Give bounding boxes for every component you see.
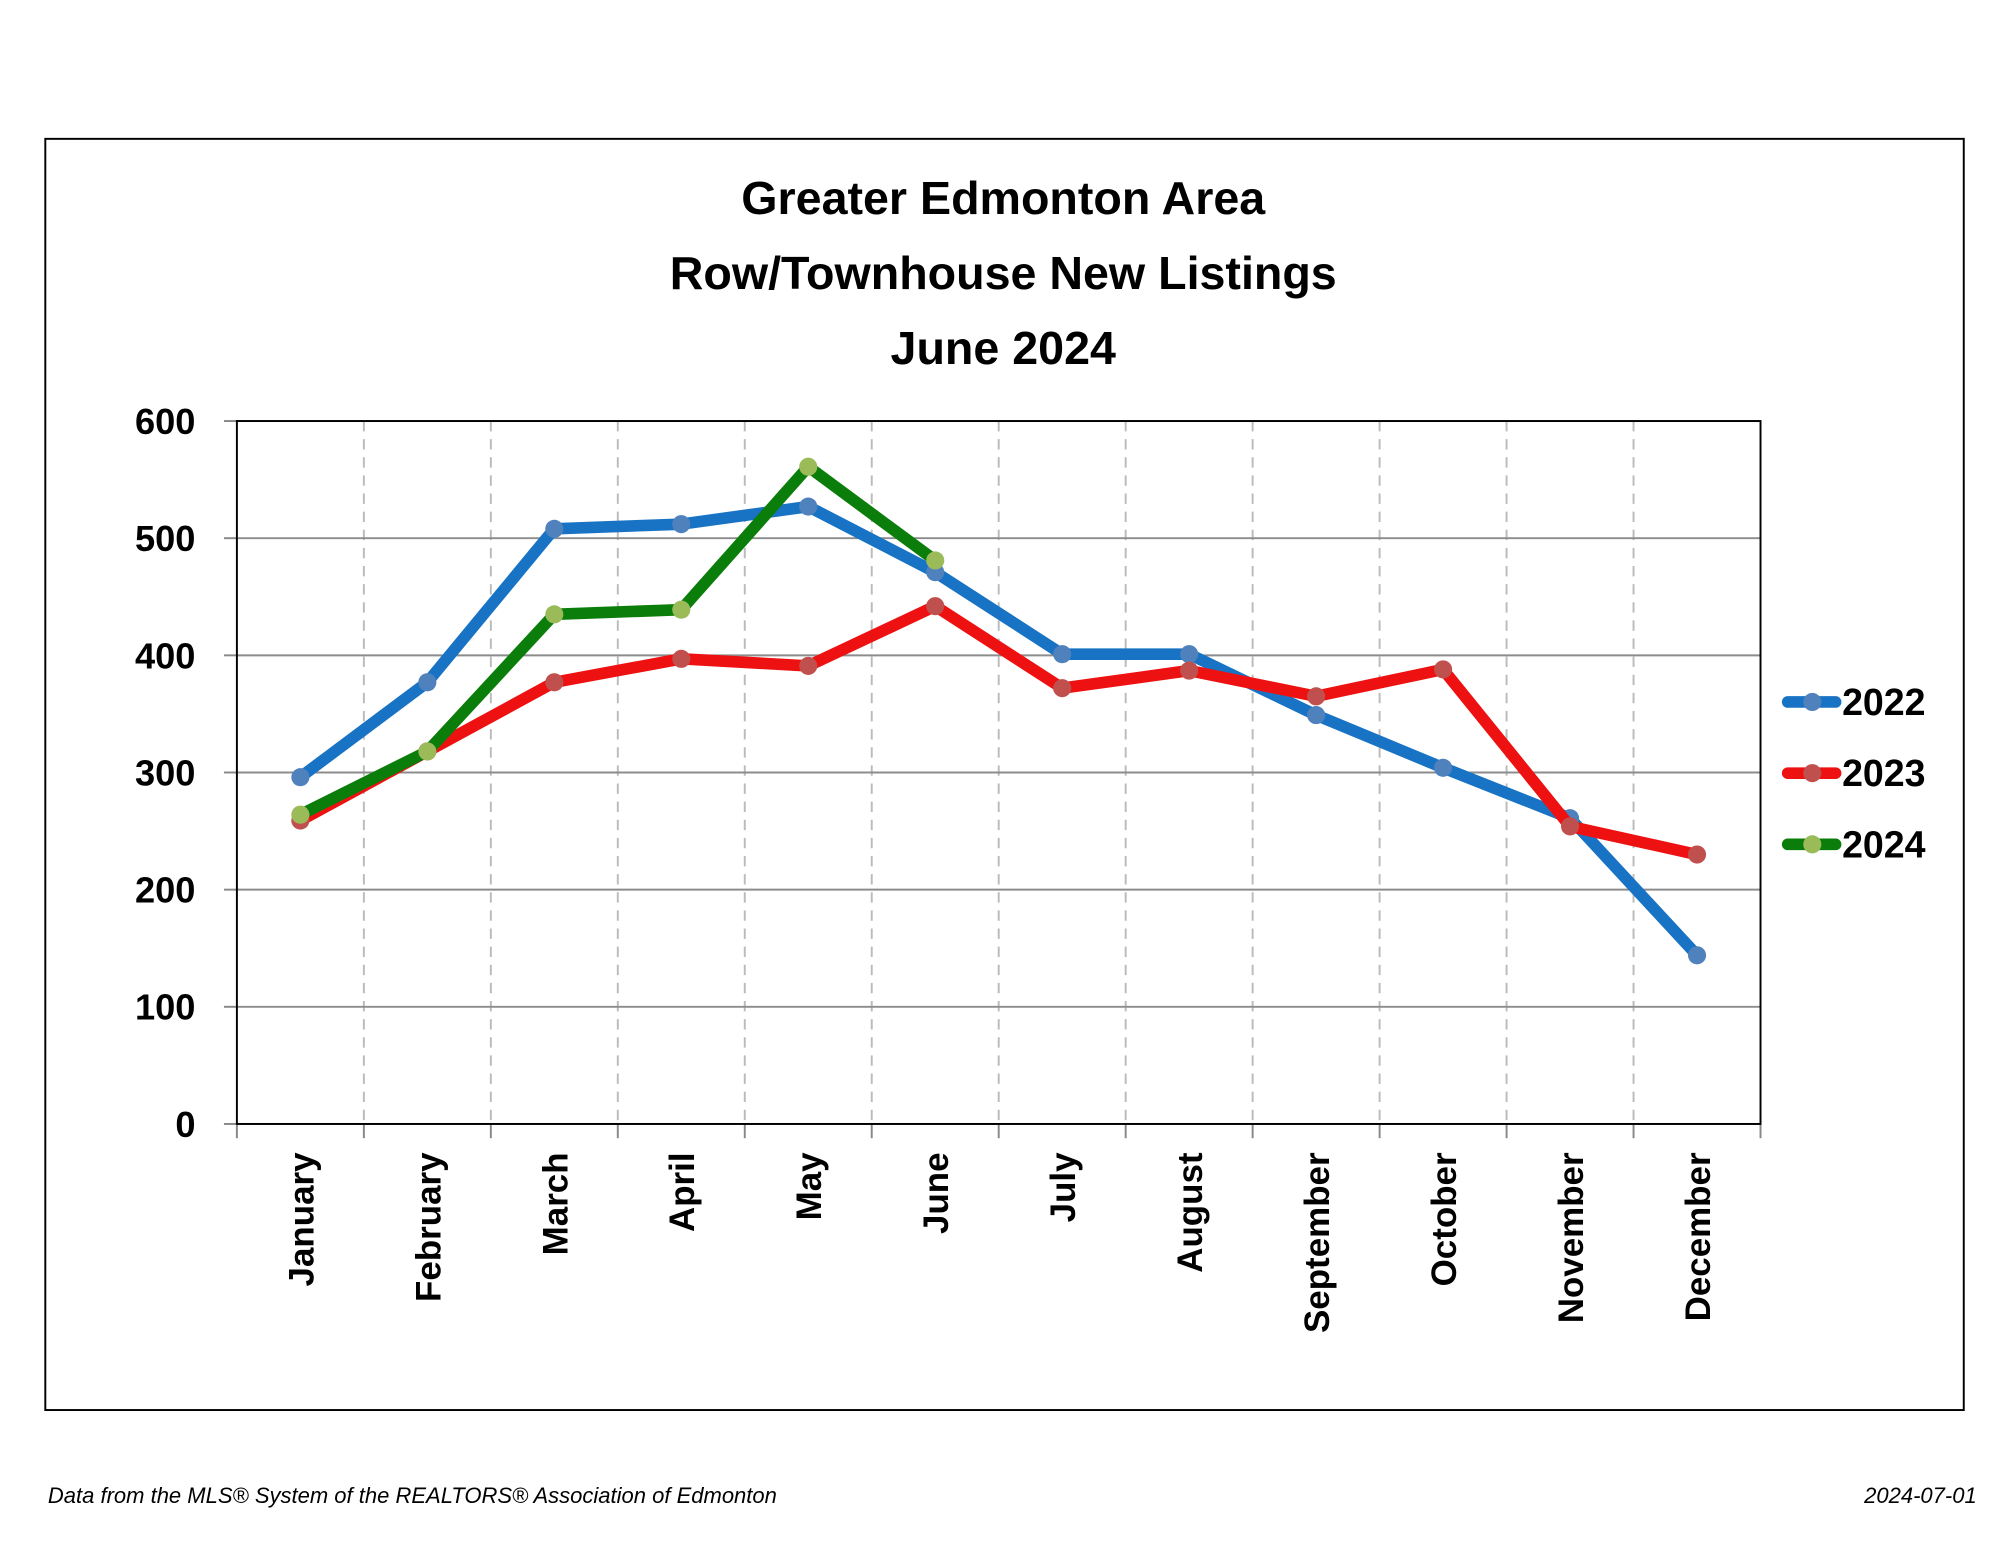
data-point <box>1687 845 1707 864</box>
x-tick-label: June <box>917 1152 956 1234</box>
data-point <box>291 805 310 824</box>
series-line <box>297 460 939 820</box>
data-point <box>1687 946 1707 965</box>
data-point <box>1434 758 1453 777</box>
data-point <box>672 649 691 668</box>
x-tick-label: February <box>409 1152 448 1302</box>
data-point <box>1307 706 1326 725</box>
series-line <box>296 500 1702 960</box>
data-point <box>926 551 945 570</box>
data-point <box>545 605 564 624</box>
chart-title: Row/Townhouse New Listings <box>670 247 1337 299</box>
data-point <box>1434 660 1453 679</box>
x-tick-label: July <box>1044 1152 1083 1222</box>
date-note: 2024-07-01 <box>1863 1483 1977 1508</box>
legend-label: 2024 <box>1842 823 1926 865</box>
y-tick-label: 100 <box>135 987 195 1028</box>
data-point <box>418 673 437 692</box>
y-tick-label: 200 <box>135 870 195 911</box>
legend-marker <box>1803 764 1822 783</box>
data-point <box>799 457 818 476</box>
data-point <box>1180 661 1199 680</box>
x-tick-label: January <box>282 1152 321 1287</box>
data-point <box>672 515 691 534</box>
x-tick-label: August <box>1171 1152 1210 1273</box>
x-tick-label: September <box>1298 1152 1337 1333</box>
legend-label: 2022 <box>1842 681 1926 723</box>
data-point <box>672 600 691 619</box>
x-tick-label: March <box>536 1152 575 1255</box>
data-point <box>799 497 818 516</box>
chart-title: Greater Edmonton Area <box>741 172 1266 224</box>
data-point <box>926 597 945 616</box>
chart-subtitle: June 2024 <box>891 322 1116 374</box>
data-point <box>418 742 437 761</box>
x-tick-label: November <box>1552 1152 1591 1323</box>
y-tick-label: 500 <box>135 518 195 559</box>
y-tick-label: 300 <box>135 752 195 793</box>
legend-marker <box>1803 692 1822 712</box>
x-tick-label: October <box>1425 1152 1464 1286</box>
x-tick-label: April <box>663 1152 702 1232</box>
data-point <box>291 768 310 787</box>
data-point <box>1180 645 1199 664</box>
data-point <box>1053 645 1072 664</box>
data-point <box>545 673 564 692</box>
source-note: Data from the MLS® System of the REALTOR… <box>48 1483 777 1508</box>
data-point <box>545 519 564 538</box>
plot-border <box>235 420 1762 1125</box>
x-tick-label: May <box>790 1152 829 1221</box>
data-point <box>1561 817 1580 836</box>
legend-marker <box>1803 835 1822 854</box>
series-line <box>297 600 1699 861</box>
y-tick-label: 600 <box>135 401 195 442</box>
data-point <box>799 656 818 675</box>
y-tick-label: 0 <box>175 1104 195 1145</box>
x-tick-label: December <box>1679 1152 1718 1321</box>
chart-frame <box>44 137 1965 1412</box>
data-point <box>1053 679 1072 698</box>
data-point <box>1307 687 1326 706</box>
y-tick-label: 400 <box>135 635 195 676</box>
legend-label: 2023 <box>1842 752 1926 794</box>
